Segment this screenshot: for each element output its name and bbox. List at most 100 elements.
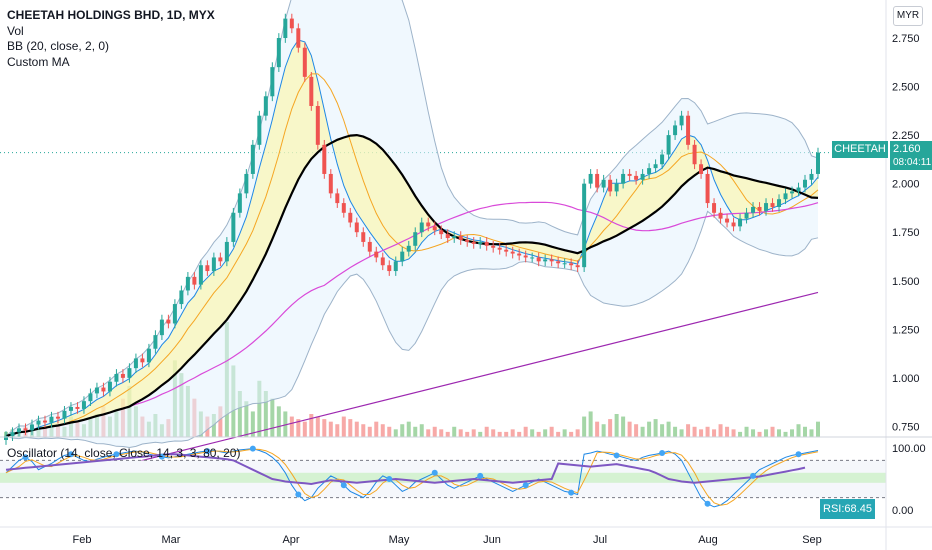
volume-bar	[465, 431, 470, 437]
volume-bar	[471, 429, 476, 437]
volume-bar	[335, 424, 340, 437]
candle	[764, 198, 769, 216]
candle	[517, 248, 522, 261]
volume-bar	[569, 431, 574, 437]
volume-bar	[211, 414, 216, 437]
volume-bar	[374, 421, 379, 437]
candle	[335, 188, 340, 208]
candle	[231, 207, 236, 247]
volume-bar	[361, 424, 366, 437]
candle-body	[185, 276, 190, 291]
candle-body	[192, 276, 197, 285]
candle	[127, 363, 132, 383]
candle-body	[140, 358, 145, 363]
volume-bar	[562, 429, 567, 437]
volume-bar	[530, 429, 535, 437]
candle	[647, 163, 652, 179]
x-tick-label: Mar	[162, 534, 181, 546]
volume-bar	[634, 424, 639, 437]
candle-body	[315, 105, 320, 145]
candle	[328, 169, 333, 199]
candle	[296, 23, 301, 53]
candle	[595, 169, 600, 193]
y-tick-label: 2.250	[892, 130, 920, 142]
symbol-title[interactable]: CHEETAH HOLDINGS BHD, 1D, MYX	[7, 8, 215, 22]
indicator-bb[interactable]: BB (20, close, 2, 0)	[7, 39, 110, 53]
candle-body	[549, 259, 554, 262]
osc-signal-dot	[477, 472, 484, 479]
y-tick-label: 2.750	[892, 33, 920, 45]
ma-fast	[5, 39, 819, 437]
volume-bar	[549, 426, 554, 437]
candle	[172, 299, 177, 329]
candle	[413, 227, 418, 251]
candle	[29, 419, 34, 436]
candle	[744, 207, 749, 224]
volume-bar	[679, 429, 684, 437]
candle	[361, 227, 366, 247]
candle-body	[406, 245, 411, 252]
candle-body	[575, 265, 580, 268]
candle	[146, 343, 151, 368]
candle	[484, 237, 489, 251]
candle-body	[647, 168, 652, 174]
volume-bar	[302, 421, 307, 437]
candle-body	[75, 406, 80, 409]
candle	[68, 402, 73, 416]
oscillator-legend[interactable]: Oscillator (14, close, Close, 14, 3, 3, …	[7, 446, 241, 460]
candle-body	[107, 381, 112, 392]
bb-lower	[5, 210, 819, 449]
volume-bar	[296, 419, 301, 437]
candle-body	[764, 203, 769, 211]
chart-legend: CHEETAH HOLDINGS BHD, 1D, MYX Vol BB (20…	[7, 8, 215, 70]
candle-body	[198, 265, 203, 285]
volume-bar	[426, 429, 431, 437]
last-price-tag: CHEETAH 2.160 08:04:11	[832, 141, 932, 171]
candle	[510, 246, 515, 259]
candle	[16, 423, 21, 438]
candle-body	[627, 173, 632, 176]
price-tag-countdown: 08:04:11	[890, 156, 932, 170]
candle	[653, 159, 658, 173]
osc-signal-dot	[204, 448, 211, 455]
candle-body	[341, 203, 346, 213]
volume-bar	[686, 424, 691, 437]
candle-body	[816, 152, 820, 174]
candle	[10, 427, 15, 441]
candle	[478, 237, 483, 249]
osc-rsi-line	[5, 453, 806, 486]
candle-body	[744, 212, 749, 219]
volume-bar	[283, 411, 288, 437]
indicator-vol[interactable]: Vol	[7, 23, 24, 38]
candle-body	[114, 373, 119, 382]
candle-body	[94, 387, 99, 394]
candle-body	[276, 38, 281, 68]
candle-body	[478, 241, 483, 244]
candle	[770, 198, 775, 212]
candle-body	[146, 348, 151, 363]
candle-body	[692, 144, 697, 165]
y-tick-label: 1.750	[892, 227, 920, 239]
volume-bar	[237, 391, 242, 437]
indicator-custom-ma[interactable]: Custom MA	[7, 54, 70, 69]
candle-body	[757, 206, 762, 211]
candle	[322, 139, 327, 179]
candle	[692, 139, 697, 170]
candle	[790, 186, 795, 199]
volume-bar	[673, 426, 678, 437]
candle	[49, 411, 54, 428]
osc-signal-dot	[340, 482, 347, 489]
candle	[426, 217, 431, 232]
volume-bar	[478, 431, 483, 437]
candle	[283, 13, 288, 43]
ma-medium	[5, 73, 819, 437]
volume-bar	[738, 431, 743, 437]
currency-button[interactable]: MYR	[893, 6, 923, 26]
candle	[315, 101, 320, 150]
candle	[218, 252, 223, 267]
candle-body	[510, 251, 515, 254]
volume-bar	[484, 426, 489, 437]
volume-bar	[575, 429, 580, 437]
candle	[153, 330, 158, 354]
